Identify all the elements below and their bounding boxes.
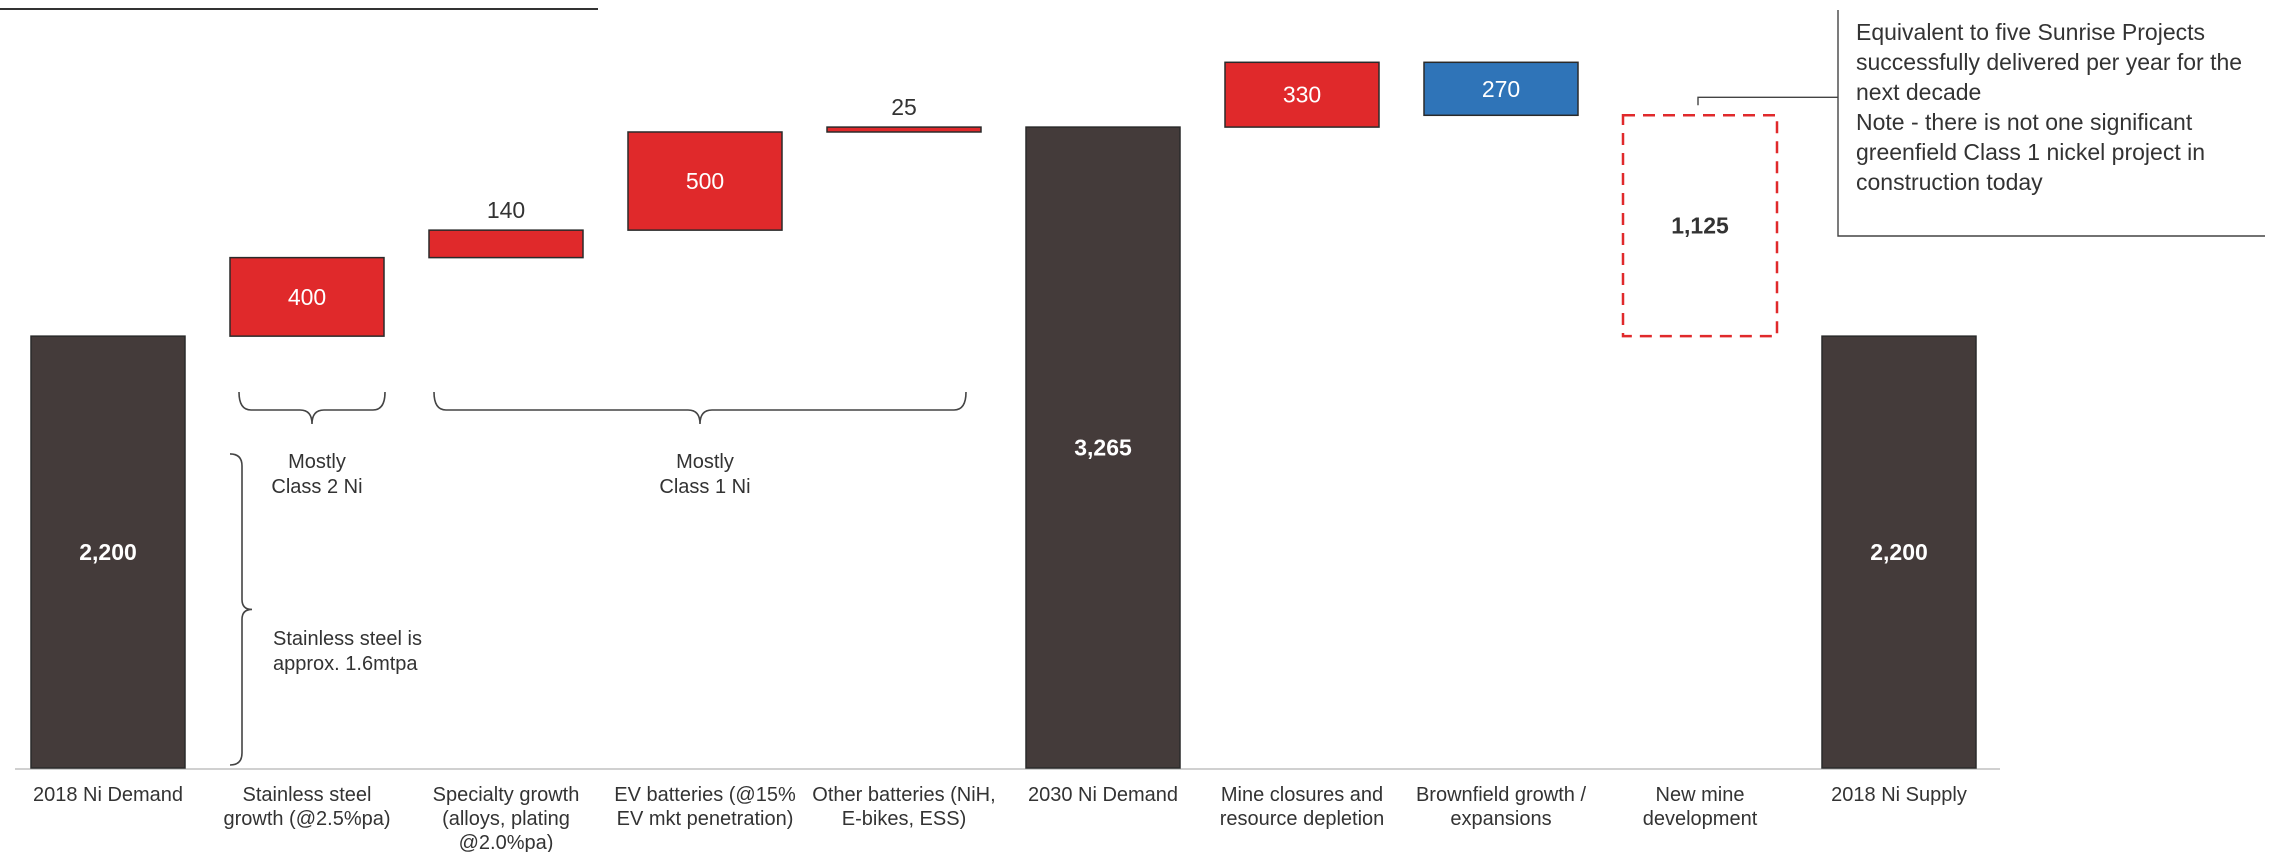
category-label-2018-ni-demand: 2018 Ni Demand	[33, 784, 183, 806]
category-label-specialty-growth-alloys-plating-2-0-pa: Specialty growth (alloys, plating @2.0%pa)	[433, 784, 580, 852]
bar-2030-ni-demand	[1025, 126, 1181, 769]
class2-note: Mostly Class 2 Ni	[271, 451, 362, 498]
category-label-2018-ni-supply: 2018 Ni Supply	[1831, 784, 1967, 806]
value-label-stainless-steel-growth-2-5-pa: 400	[288, 284, 326, 310]
bar-ev-batteries-15-ev-mkt-penetration	[627, 131, 783, 231]
bar-2018-ni-demand	[30, 335, 186, 769]
bar-mine-closures-and-resource-depletion	[1224, 61, 1380, 128]
category-label-brownfield-growth-expansions: Brownfield growth / expansions	[1416, 784, 1587, 830]
value-label-specialty-growth-alloys-plating-2-0-pa: 140	[487, 197, 525, 223]
category-label-mine-closures-and-resource-depletion: Mine closures and resource depletion	[1220, 784, 1385, 830]
stainless-note: Stainless steel is approx. 1.6mtpa	[273, 628, 422, 675]
value-label-2030-ni-demand: 3,265	[1074, 435, 1132, 461]
value-label-2018-ni-demand: 2,200	[79, 539, 137, 565]
callout-leader	[1697, 96, 1838, 106]
class1-note: Mostly Class 1 Ni	[659, 451, 750, 498]
class2-brace	[238, 391, 386, 425]
bar-brownfield-growth-expansions	[1423, 61, 1579, 117]
bar-new-mine-development	[1621, 114, 1779, 338]
category-label-stainless-steel-growth-2-5-pa: Stainless steel growth (@2.5%pa)	[223, 784, 390, 830]
bar-2018-ni-supply	[1821, 335, 1977, 769]
category-label-ev-batteries-15-ev-mkt-penetration: EV batteries (@15% EV mkt penetration)	[614, 784, 796, 830]
callout-note: Equivalent to five Sunrise Projects succe…	[1856, 19, 2242, 195]
class1-brace	[433, 391, 967, 425]
category-label-other-batteries-nih-e-bikes-ess: Other batteries (NiH, E-bikes, ESS)	[812, 784, 995, 830]
callout-bracket	[1837, 10, 2265, 237]
bar-stainless-steel-growth-2-5-pa	[229, 256, 385, 337]
value-label-brownfield-growth-expansions: 270	[1482, 76, 1520, 102]
bar-other-batteries-nih-e-bikes-ess	[826, 126, 982, 133]
category-label-new-mine-development: New mine development	[1643, 784, 1758, 830]
value-label-2018-ni-supply: 2,200	[1870, 539, 1928, 565]
value-label-other-batteries-nih-e-bikes-ess: 25	[891, 94, 917, 120]
value-label-ev-batteries-15-ev-mkt-penetration: 500	[686, 168, 724, 194]
category-label-2030-ni-demand: 2030 Ni Demand	[1028, 784, 1178, 806]
value-label-new-mine-development: 1,125	[1671, 213, 1729, 239]
bar-specialty-growth-alloys-plating-2-0-pa	[428, 229, 584, 259]
value-label-mine-closures-and-resource-depletion: 330	[1283, 82, 1321, 108]
stainless-brace	[229, 453, 253, 766]
